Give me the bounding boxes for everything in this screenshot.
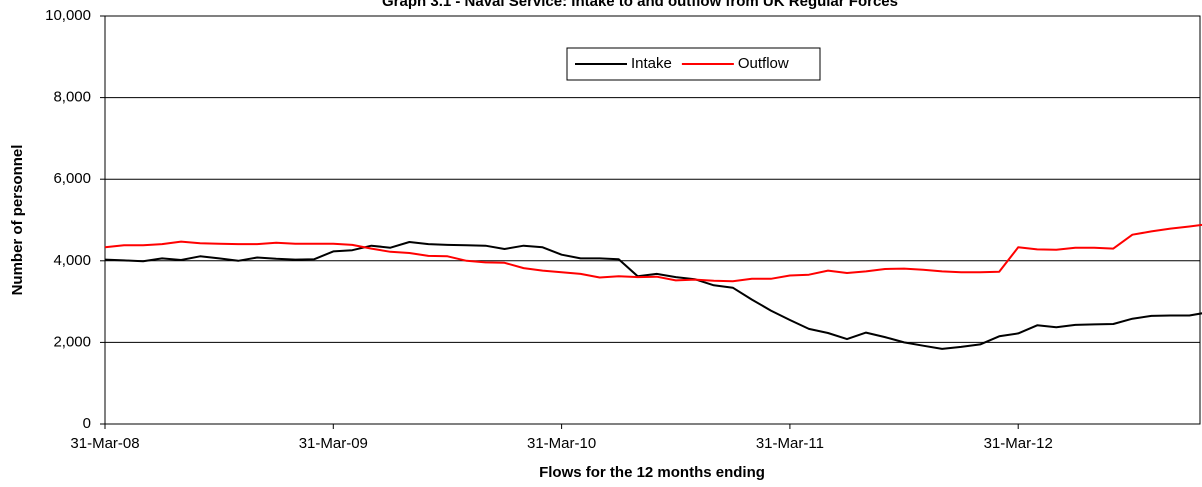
legend-label: Outflow xyxy=(738,55,789,72)
x-tick-label: 31-Mar-10 xyxy=(527,435,596,452)
x-tick-label: 31-Mar-08 xyxy=(70,435,139,452)
chart-title: Graph 3.1 - Naval Service: Intake to and… xyxy=(382,0,898,10)
x-tick-label: 31-Mar-09 xyxy=(299,435,368,452)
y-tick-label: 8,000 xyxy=(53,89,91,106)
y-tick-label: 6,000 xyxy=(53,170,91,187)
y-tick-label: 0 xyxy=(83,415,91,432)
x-tick-label: 31-Mar-11 xyxy=(756,435,824,452)
line-series xyxy=(104,241,1202,350)
y-axis-label: Number of personnel xyxy=(9,145,26,296)
x-axis-label: Flows for the 12 months ending xyxy=(539,464,765,481)
x-tick-label: 31-Mar-12 xyxy=(984,435,1053,452)
plot-frame xyxy=(104,15,1201,425)
y-tick-label: 4,000 xyxy=(53,252,91,269)
legend-label: Intake xyxy=(631,55,672,72)
y-tick-label: 2,000 xyxy=(53,333,91,350)
y-tick-label: 10,000 xyxy=(45,7,91,24)
line-series xyxy=(104,223,1202,283)
